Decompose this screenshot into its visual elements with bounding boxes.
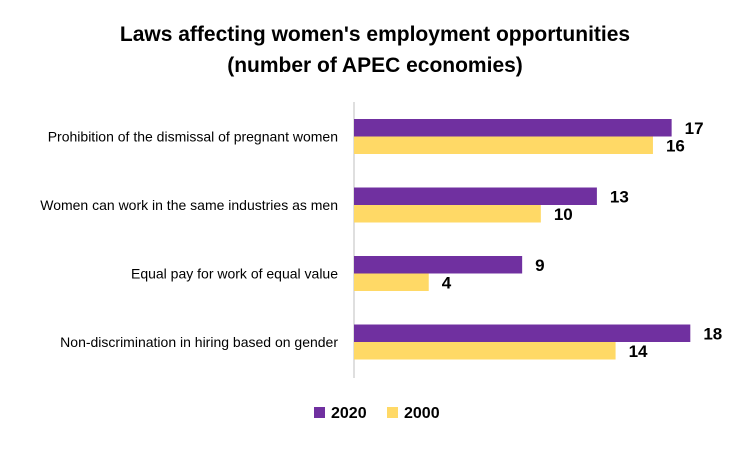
- bar-2000: [354, 273, 429, 291]
- data-label: 13: [610, 187, 629, 206]
- legend-swatch-2020: [314, 407, 325, 418]
- legend-label-2020: 2020: [331, 405, 367, 422]
- category-label: Non-discrimination in hiring based on ge…: [60, 334, 338, 350]
- data-label: 9: [535, 256, 544, 275]
- bar-2020: [354, 256, 523, 274]
- data-label: 4: [442, 273, 452, 292]
- bar-2020: [354, 119, 672, 137]
- chart-subtitle: (number of APEC economies): [227, 54, 523, 77]
- bar-2000: [354, 342, 616, 360]
- data-label: 10: [554, 205, 573, 224]
- bar-2020: [354, 324, 691, 342]
- data-label: 18: [703, 324, 722, 343]
- category-label: Equal pay for work of equal value: [131, 266, 338, 282]
- legend: 2020 2000: [314, 405, 440, 422]
- bar-2000: [354, 136, 653, 154]
- legend-label-2000: 2000: [404, 405, 440, 422]
- data-label: 14: [629, 342, 648, 361]
- legend-swatch-2000: [387, 407, 398, 418]
- chart-title: Laws affecting women's employment opport…: [120, 23, 630, 46]
- category-label: Women can work in the same industries as…: [40, 197, 338, 213]
- labels-group: Prohibition of the dismissal of pregnant…: [40, 119, 722, 361]
- category-label: Prohibition of the dismissal of pregnant…: [48, 129, 338, 145]
- bars-group: [354, 119, 691, 360]
- bar-2020: [354, 187, 597, 205]
- bar-2000: [354, 205, 541, 223]
- data-label: 16: [666, 136, 685, 155]
- data-label: 17: [685, 119, 704, 138]
